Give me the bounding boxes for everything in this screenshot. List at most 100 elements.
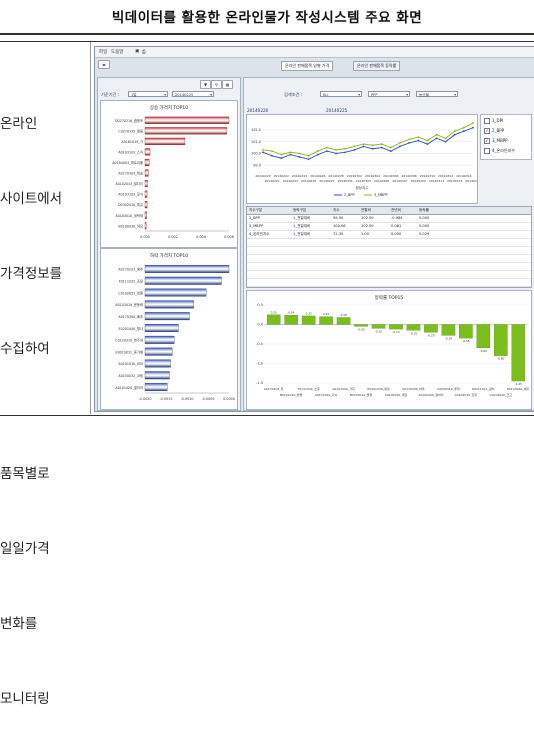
legend-online[interactable]: 4_온라인지수: [484, 148, 515, 154]
data-point: [399, 142, 401, 144]
search-icon[interactable]: ⚲: [211, 80, 222, 89]
tick-label: -0.0005: [201, 397, 214, 401]
data-point: [326, 146, 328, 149]
data-point: [408, 138, 410, 141]
category-label: A0170200_바우: [402, 386, 425, 391]
menu-help[interactable]: 도움말: [111, 50, 124, 55]
table-cell: 1.00: [361, 232, 370, 236]
data-point: [462, 126, 465, 129]
chart-title: 하락 가격지 TOP10: [150, 252, 188, 259]
category-label: A0101010_비보: [118, 361, 143, 366]
data-point: [316, 150, 319, 152]
table-row[interactable]: 4_온라인지수 1_전일대비 72.35 1.00 0.000 0.029: [247, 231, 531, 239]
data-point: [435, 133, 438, 136]
category-label: B0180030_착유: [118, 223, 143, 228]
table-row[interactable]: 2_BPP 1_전일대비 99.50 102.50 -0.984 0.000: [247, 215, 531, 223]
category-label: E0010032_휴가배: [115, 349, 143, 354]
table-header-cell[interactable]: 전월비: [361, 208, 371, 212]
chevron-down-icon: ▾: [454, 93, 456, 97]
back-button[interactable]: ◂▸: [98, 60, 110, 69]
data-point: [453, 133, 456, 136]
table-header-cell[interactable]: 지수: [333, 208, 340, 212]
save-icon[interactable]: ▣: [135, 49, 140, 54]
description-text: 온라인 사이트에서 가격정보를 수집하여 품목별로 일일가격 변화를 모니터링: [0, 62, 86, 737]
toolbar: ◂▸: [95, 58, 534, 69]
menu-file[interactable]: 파일: [99, 50, 108, 55]
bar: [144, 127, 228, 135]
tab-change-rate[interactable]: 온라인 판매품목 등락률: [353, 61, 401, 71]
tab-daily-price[interactable]: 온라인 판매품목 일별 가격: [281, 61, 334, 71]
tick-label: 20140301: [338, 179, 353, 183]
chart-title: 등락률 TOP15: [375, 294, 404, 301]
bar: [144, 264, 230, 273]
table-header-cell[interactable]: 전년비: [391, 208, 401, 212]
table-cell: 4_온라인지수: [249, 232, 270, 236]
legend-dpi[interactable]: 1_DPI: [484, 118, 503, 124]
table-cell: 1_전일대비: [293, 232, 311, 236]
bottom-rule: [0, 415, 534, 416]
bar: [424, 324, 438, 333]
category-label: D0302010_톡유: [118, 202, 143, 207]
filter-select-1[interactable]: KLI ▾: [320, 91, 362, 97]
table-header-cell[interactable]: 등락구분: [293, 208, 307, 212]
tick-label: 20140315: [465, 179, 477, 183]
bar: [511, 324, 526, 382]
data-point: [362, 143, 365, 145]
print-icon[interactable]: ⎙: [142, 50, 146, 55]
table-row[interactable]: [247, 255, 531, 263]
data-label: -0.80: [497, 357, 504, 361]
data-point: [335, 149, 337, 151]
table-cell: 0.061: [391, 224, 402, 228]
date-select[interactable]: 20140225 ▾: [172, 91, 214, 97]
filter-icon[interactable]: ▼: [200, 80, 211, 89]
data-point: [344, 151, 347, 154]
filter-select-3[interactable]: 농산물 ▾: [416, 91, 458, 97]
tick-label: 0.004: [196, 235, 206, 239]
data-point: [280, 153, 283, 156]
data-label: -0.28: [445, 336, 452, 340]
left-panel: ▼ ⚲ ▦ 기준기간 : 1일 ▾ 20140225 ▾ 상승 가격지 TOP10 D…: [97, 77, 241, 411]
data-point: [371, 147, 374, 150]
table-row[interactable]: 3_MBPP 1_전일대비 100.06 102.50 0.061 0.000: [247, 223, 531, 231]
tick-label: 20140312: [438, 174, 453, 178]
legend-mbpp[interactable]: ✓ 3_MBPP: [484, 138, 508, 144]
table-row[interactable]: [247, 263, 531, 271]
tick-label: 20140302: [347, 174, 362, 178]
data-point: [353, 149, 356, 151]
table-header: 지수구분 등락구분 지수 전월비 전년비 등락률: [247, 207, 531, 215]
category-label: F0111032_소주: [298, 386, 320, 391]
bar: [144, 201, 148, 209]
category-label: E0120040_배추: [507, 386, 530, 391]
table-header-cell[interactable]: 등락률: [419, 208, 429, 212]
top-rise-chart-panel: 상승 가격지 TOP10 D0270216_캠핑조 C0270335_캠핑 A0161…: [100, 100, 238, 248]
tick-label: 20140308: [401, 174, 416, 178]
chart-title: 상승 가격지 TOP10: [150, 104, 188, 111]
data-label: -0.35: [462, 339, 469, 343]
bar: [144, 371, 170, 380]
description-line: 사이트에서: [0, 191, 63, 207]
bar: [144, 335, 175, 344]
table-row[interactable]: [247, 239, 531, 247]
tick-label: 20140307: [392, 179, 407, 183]
data-point: [472, 126, 474, 129]
legend-bpp[interactable]: ✓ 2_BPP: [484, 128, 505, 134]
category-label: A0103103_스커: [118, 149, 143, 154]
table-row[interactable]: [247, 271, 531, 279]
index-table: 지수구분 등락구분 지수 전월비 전년비 등락률 2_BPP 1_전일대비 99…: [246, 206, 532, 288]
table-cell: 0.000: [419, 224, 430, 228]
data-point: [289, 151, 292, 154]
data-point: [408, 142, 410, 144]
tick-label: 20140306: [383, 174, 398, 178]
tick-label: -0.0010: [180, 397, 193, 401]
data-point: [389, 146, 392, 149]
table-header-cell[interactable]: 지수구분: [249, 208, 263, 212]
table-row[interactable]: [247, 247, 531, 255]
bar: [144, 180, 148, 188]
period-select[interactable]: 1일 ▾: [128, 91, 168, 97]
filter-select-2[interactable]: PPP ▾: [368, 91, 410, 97]
table-row[interactable]: [247, 279, 531, 287]
grid-icon[interactable]: ▦: [222, 80, 233, 89]
tick-label: 20140314: [456, 174, 471, 178]
data-point: [380, 143, 383, 145]
bar: [144, 324, 179, 332]
